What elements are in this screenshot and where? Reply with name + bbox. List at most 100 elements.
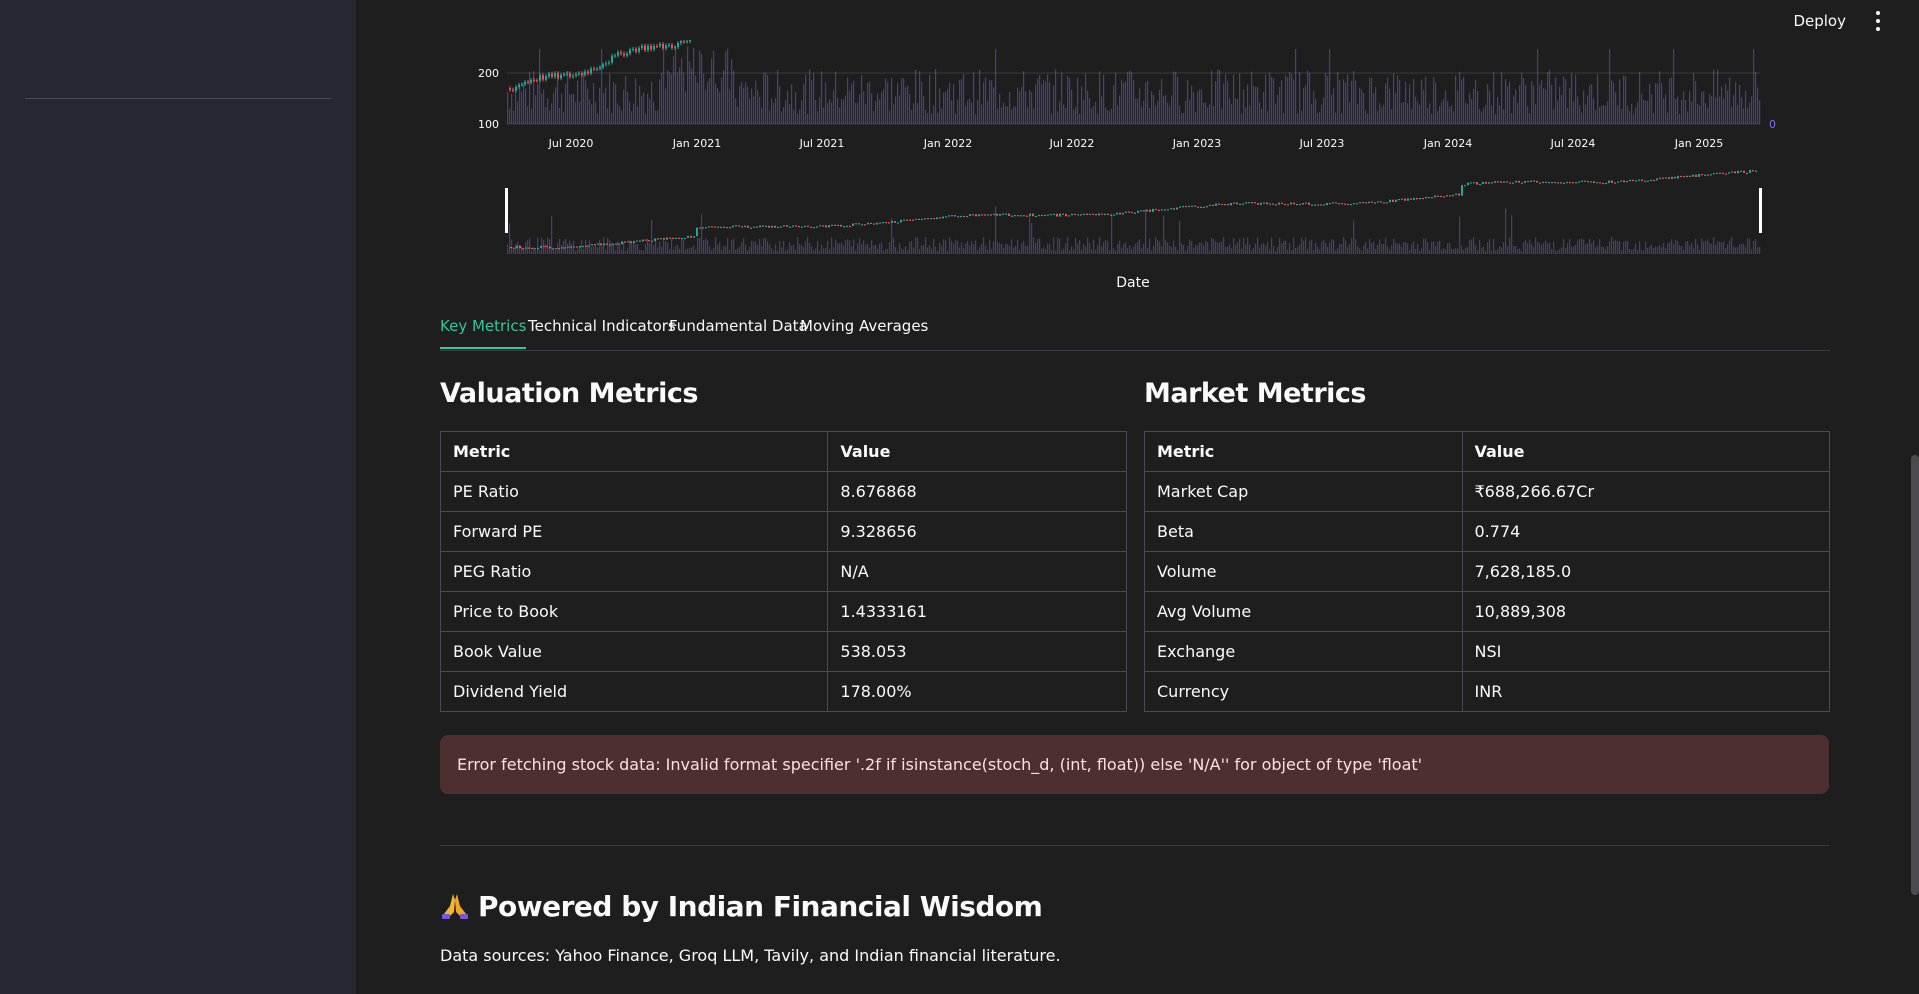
volume-bar (1685, 100, 1687, 124)
volume-bar (1267, 110, 1269, 124)
range-volume-bar (1143, 243, 1145, 254)
range-volume-bar (843, 245, 845, 254)
volume-bar (687, 46, 689, 124)
range-volume-bar (783, 241, 785, 254)
range-candle (876, 222, 878, 225)
volume-bar (1629, 111, 1631, 124)
volume-bar (943, 92, 945, 124)
volume-bar (1307, 70, 1309, 124)
range-candle (639, 240, 641, 242)
range-volume-bar (1067, 237, 1069, 254)
metric-cell: Exchange (1144, 631, 1463, 672)
range-volume-bar (923, 245, 925, 254)
volume-bar (627, 91, 629, 124)
volume-bar (1471, 99, 1473, 124)
range-candle (1257, 203, 1259, 205)
range-candle (1203, 206, 1205, 208)
volume-bar (645, 113, 647, 124)
range-volume-bar (567, 243, 569, 254)
volume-bar (1551, 84, 1553, 124)
range-volume-bar (637, 244, 639, 254)
range-candle (1080, 214, 1082, 216)
range-volume-bar (1043, 247, 1045, 254)
range-candle (1386, 202, 1388, 204)
range-volume-bar (799, 243, 801, 254)
tab-fundamental-data[interactable]: Fundamental Data (669, 317, 808, 335)
volume-bar (605, 87, 607, 124)
volume-bar (1003, 102, 1005, 124)
range-volume-bar (553, 248, 555, 254)
volume-bar (1347, 74, 1349, 124)
range-volume-bar (1029, 215, 1031, 254)
volume-bar (683, 72, 685, 124)
range-volume-bar (1673, 244, 1675, 254)
divider (440, 845, 1829, 846)
tab-technical-indicators[interactable]: Technical Indicators (528, 317, 676, 335)
range-candle (1497, 181, 1499, 183)
range-volume-bar (1507, 245, 1509, 254)
volume-bar (1293, 79, 1295, 124)
range-candle (759, 225, 761, 228)
range-candle (651, 240, 653, 242)
volume-bar (1483, 108, 1485, 124)
range-volume-bar (1053, 237, 1055, 254)
range-candle (642, 239, 644, 242)
range-candle (1101, 213, 1103, 215)
range-candle (1419, 197, 1421, 200)
deploy-button[interactable]: Deploy (1793, 12, 1846, 30)
range-volume-bar (1357, 246, 1359, 254)
range-volume-bar (1639, 241, 1641, 254)
tab-key-metrics[interactable]: Key Metrics (440, 316, 527, 349)
range-candle (1008, 213, 1010, 217)
volume-bar (1367, 113, 1369, 124)
volume-bar (1621, 109, 1623, 124)
range-volume-bar (535, 250, 537, 254)
page-scrollbar[interactable] (1911, 455, 1919, 895)
volume-bar (1675, 99, 1677, 124)
range-volume-bar (1565, 247, 1567, 254)
range-candle (1107, 213, 1109, 215)
volume-bar (625, 76, 627, 124)
range-candle (1083, 213, 1085, 215)
kebab-menu-icon[interactable] (1869, 10, 1887, 32)
range-candle (945, 216, 947, 218)
range-candle (966, 216, 968, 218)
value-cell: 9.328656 (827, 511, 1127, 552)
range-volume-bar (579, 245, 581, 254)
range-volume-bar (919, 249, 921, 254)
volume-bar (1361, 89, 1363, 124)
range-candle (1344, 203, 1346, 205)
range-candle (1332, 202, 1334, 204)
volume-bar (763, 72, 765, 124)
tab-moving-averages[interactable]: Moving Averages (800, 317, 929, 335)
volume-bar (1449, 106, 1451, 124)
range-volume-bar (1687, 240, 1689, 254)
volume-bar (729, 89, 731, 124)
volume-bar (785, 100, 787, 124)
volume-bar (1549, 70, 1551, 124)
volume-bar (607, 108, 609, 124)
volume-bar (819, 97, 821, 124)
range-candle (663, 237, 665, 240)
range-volume-bar (1095, 250, 1097, 254)
price-chart[interactable]: 100 200 0 Jul 2020 Jan 2021 Jul 2021 Jan 2022 J… (440, 40, 1790, 300)
range-candle (699, 227, 701, 229)
metric-cell: Currency (1144, 671, 1463, 712)
volume-bar (1125, 81, 1127, 124)
volume-bar (541, 93, 543, 124)
volume-bar (1421, 79, 1423, 124)
volume-bar (1081, 86, 1083, 124)
candle-body (632, 48, 634, 50)
volume-bar (879, 99, 881, 124)
volume-bar (1537, 49, 1539, 124)
volume-bar (893, 103, 895, 124)
range-volume-bar (649, 243, 651, 254)
range-candle (1434, 195, 1436, 198)
volume-bar (643, 92, 645, 124)
range-volume-bar (1681, 245, 1683, 254)
range-volume-bar (949, 237, 951, 254)
range-candle (1482, 181, 1484, 185)
volume-bar (1107, 110, 1109, 124)
volume-bar (671, 74, 673, 124)
volume-bar (1673, 49, 1675, 124)
